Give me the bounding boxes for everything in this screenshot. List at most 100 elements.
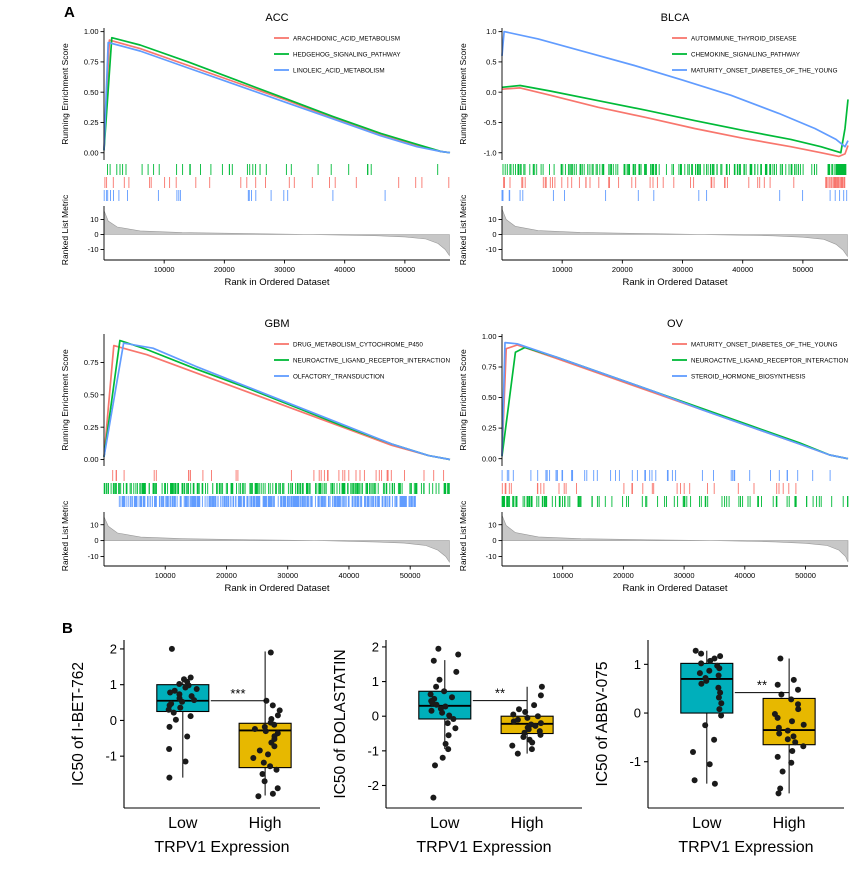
- data-point: [167, 689, 174, 696]
- data-point: [784, 736, 791, 743]
- data-point: [800, 743, 807, 750]
- data-point: [436, 676, 443, 683]
- legend-label: STEROID_HORMONE_BIOSYNTHESIS: [691, 373, 805, 380]
- es-tick-label: 0.50: [84, 88, 99, 97]
- hit-ticks-green: [103, 483, 450, 494]
- legend-label: HEDGEHOG_SIGNALING_PATHWAY: [293, 51, 401, 58]
- es-axis-title: Running Enrichment Score: [458, 349, 468, 451]
- es-tick-label: 0.5: [486, 58, 496, 67]
- x-tick-label: 20000: [214, 265, 235, 274]
- y-tick-label: 2: [110, 641, 117, 656]
- es-tick-label: 0.00: [482, 454, 497, 463]
- data-point: [251, 726, 258, 732]
- es-tick-label: 0.75: [84, 358, 99, 367]
- y-tick-label: -1: [629, 754, 641, 769]
- data-point: [537, 731, 544, 738]
- data-point: [690, 749, 696, 755]
- category-label: High: [773, 815, 806, 832]
- data-point: [273, 766, 280, 773]
- data-point: [445, 746, 452, 753]
- es-tick-label: 0.75: [84, 58, 99, 67]
- data-point: [430, 794, 437, 801]
- x-axis-title: TRPV1 Expression: [154, 839, 289, 856]
- y-axis-title: IC50 of I-BET-762: [70, 662, 87, 786]
- x-tick-label: 10000: [552, 265, 573, 274]
- hit-ticks-blue: [103, 190, 386, 201]
- data-point: [267, 763, 274, 770]
- es-curve: [103, 36, 451, 154]
- data-point: [446, 712, 453, 719]
- category-label: High: [511, 815, 544, 832]
- y-tick-label: -1: [105, 749, 117, 764]
- data-point: [789, 748, 796, 754]
- data-point: [265, 751, 271, 758]
- es-tick-label: 0.75: [482, 363, 497, 372]
- data-point: [776, 730, 783, 737]
- data-point: [795, 706, 802, 713]
- data-point: [698, 660, 705, 667]
- x-tick-label: 40000: [339, 571, 360, 580]
- es-tick-label: 0.25: [84, 118, 99, 127]
- data-point: [800, 721, 807, 728]
- data-point: [449, 694, 455, 701]
- x-tick-label: 50000: [792, 265, 813, 274]
- data-point: [774, 714, 781, 721]
- category-label: Low: [430, 815, 460, 832]
- x-tick-label: 20000: [613, 571, 634, 580]
- x-axis-title: Rank in Ordered Dataset: [224, 583, 329, 594]
- es-curve: [501, 341, 849, 460]
- data-point: [269, 790, 276, 797]
- data-point: [260, 759, 267, 766]
- data-point: [274, 712, 281, 719]
- data-point: [774, 753, 781, 760]
- y-tick-label: 2: [372, 639, 379, 654]
- data-point: [717, 689, 724, 696]
- data-point: [792, 739, 799, 746]
- panel-b-label: B: [62, 620, 73, 637]
- data-point: [256, 747, 263, 754]
- data-point: [269, 702, 276, 709]
- y-tick-label: 1: [634, 657, 641, 672]
- hit-ticks-red: [112, 470, 445, 481]
- es-curve: [103, 41, 451, 154]
- data-point: [795, 701, 801, 708]
- hit-ticks-green: [501, 496, 849, 507]
- data-point: [259, 771, 266, 777]
- data-point: [166, 723, 173, 730]
- data-point: [779, 768, 786, 775]
- legend-label: OLFACTORY_TRANSDUCTION: [293, 373, 385, 380]
- data-point: [532, 722, 539, 729]
- data-point: [184, 733, 191, 740]
- hit-ticks-blue: [501, 470, 831, 481]
- y-tick-label: 0: [372, 709, 379, 724]
- gsea-plot-ov: OV 0.00 0.25 0.50 0.75 1.00 10 0 -10 10000 20000 30…: [458, 318, 849, 594]
- metric-tick-label: -10: [486, 552, 497, 561]
- metric-tick-label: 10: [488, 520, 496, 529]
- data-point: [262, 728, 269, 735]
- data-point: [790, 733, 797, 740]
- hit-ticks-red: [104, 177, 450, 188]
- data-point: [179, 698, 186, 705]
- category-label: Low: [168, 815, 198, 832]
- metric-axis-title: Ranked List Metric: [458, 194, 468, 265]
- gsea-plot-gbm: GBM 0.00 0.25 0.50 0.75 10 0 -10 10000 20000 30000…: [60, 318, 450, 594]
- data-point: [453, 668, 460, 675]
- boxplot-dolastatin: -2 -1 0 1 2 ** Low High TRPV1 Expression IC50 of …: [332, 639, 582, 856]
- data-point: [711, 736, 718, 743]
- data-point: [166, 774, 173, 781]
- data-point: [168, 645, 175, 652]
- data-point: [520, 734, 527, 740]
- data-point: [788, 759, 795, 766]
- chart-title: ACC: [265, 12, 288, 24]
- data-point: [537, 720, 544, 727]
- data-point: [263, 697, 270, 704]
- data-point: [777, 655, 784, 662]
- data-point: [529, 739, 536, 746]
- category-label: Low: [692, 815, 722, 832]
- data-point: [430, 657, 437, 664]
- x-tick-label: 40000: [734, 571, 755, 580]
- metric-tick-label: 10: [90, 520, 98, 529]
- data-point: [452, 725, 459, 732]
- data-point: [271, 721, 278, 728]
- data-point: [774, 681, 781, 688]
